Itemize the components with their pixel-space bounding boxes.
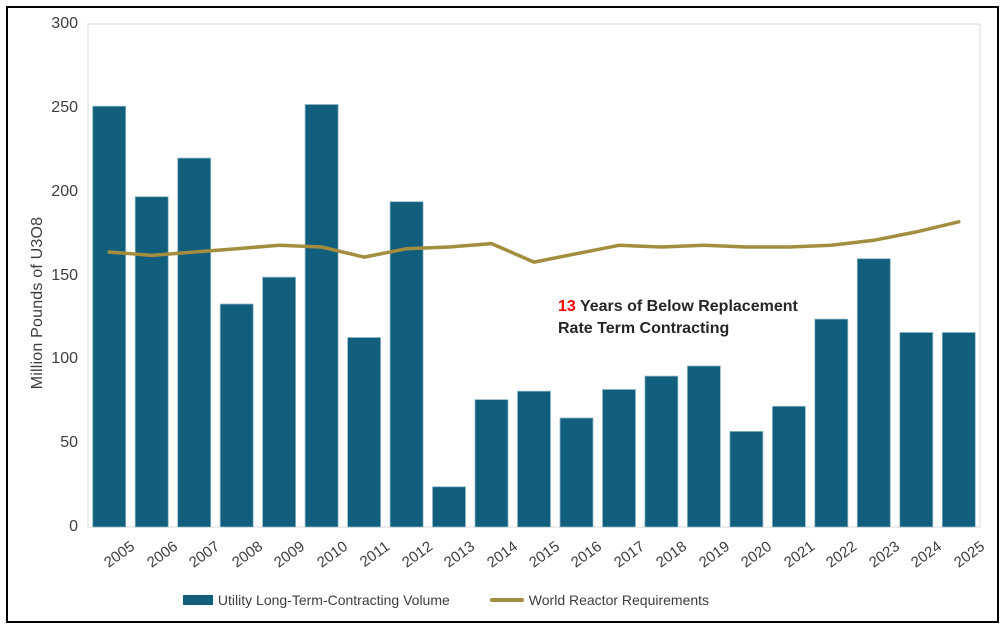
bar-2007 <box>177 157 212 528</box>
bar-2011 <box>347 337 382 528</box>
y-tick-label-200: 200 <box>51 182 78 200</box>
bar-2022 <box>814 318 849 528</box>
annotation-line-1: 13 Years of Below Replacement <box>558 296 828 318</box>
bar-2016 <box>559 417 594 528</box>
bar-2021 <box>772 405 806 528</box>
legend-item-bars: Utility Long-Term-Contracting Volume <box>182 592 450 608</box>
annotation-text-line2: Rate Term Contracting <box>558 320 730 337</box>
bar-2009 <box>262 276 297 528</box>
legend: Utility Long-Term-Contracting Volume Wor… <box>0 592 892 608</box>
y-tick-label-150: 150 <box>51 266 78 284</box>
y-tick-label-300: 300 <box>51 15 78 32</box>
bar-2023 <box>856 258 891 528</box>
bar-2018 <box>644 375 679 528</box>
annotation: 13 Years of Below Replacement Rate Term … <box>558 296 828 340</box>
bar-2010 <box>304 104 339 528</box>
bar-2020 <box>729 430 764 528</box>
bar-2012 <box>389 201 424 528</box>
bar-2017 <box>602 389 636 528</box>
y-tick-label-50: 50 <box>60 434 78 452</box>
legend-label-line: World Reactor Requirements <box>528 592 710 608</box>
annotation-highlight: 13 <box>558 298 576 315</box>
annotation-text-line1: Years of Below Replacement <box>575 298 798 315</box>
y-tick-label-0: 0 <box>69 518 78 535</box>
legend-label-bars: Utility Long-Term-Contracting Volume <box>217 592 450 608</box>
bar-series-swatch-icon <box>182 595 213 605</box>
bar-2006 <box>134 196 169 528</box>
bar-2014 <box>474 399 509 528</box>
bar-2008 <box>219 303 254 528</box>
bar-2024 <box>899 332 934 528</box>
y-tick-label-100: 100 <box>51 350 78 368</box>
bar-2013 <box>432 486 466 528</box>
bar-2019 <box>687 365 721 528</box>
legend-item-line: World Reactor Requirements <box>489 592 710 608</box>
world-reactor-requirements-line <box>107 220 961 264</box>
bar-2005 <box>92 105 127 528</box>
y-tick-label-250: 250 <box>51 98 78 116</box>
line-series-swatch-icon <box>489 598 524 602</box>
bar-2015 <box>517 390 551 528</box>
bar-2025 <box>941 332 976 528</box>
